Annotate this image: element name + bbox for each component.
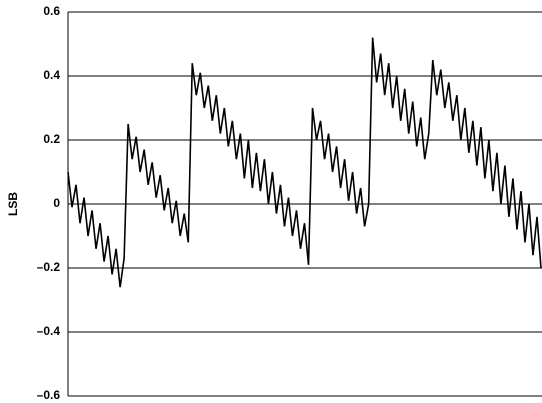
y-tick-label: –0.4 <box>37 324 61 338</box>
y-tick-label: 0.4 <box>43 68 60 82</box>
y-tick-label: 0 <box>53 196 60 210</box>
y-tick-label: –0.6 <box>37 388 61 402</box>
data-line <box>67 37 542 288</box>
y-tick-label: –0.2 <box>37 260 61 274</box>
y-axis-label: LSB <box>6 192 20 216</box>
y-tick-label: 0.6 <box>43 4 60 18</box>
y-tick-label: 0.2 <box>43 132 60 146</box>
